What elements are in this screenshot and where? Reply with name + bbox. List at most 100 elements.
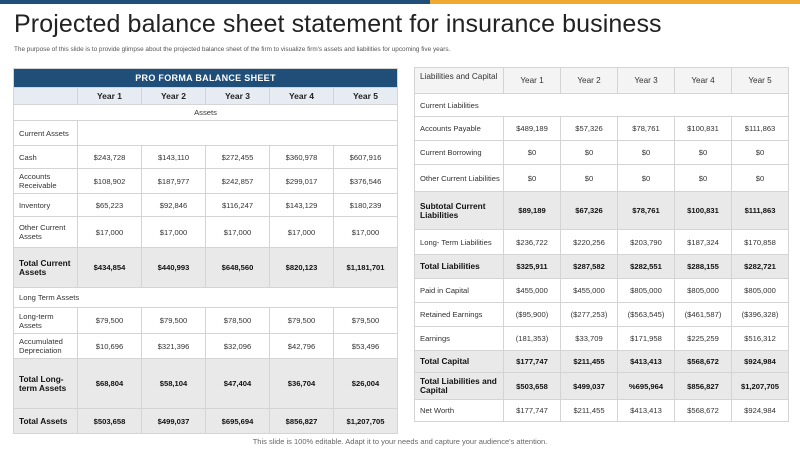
header-label-liabilities-and-capital: Liabilities and Capital xyxy=(414,67,504,94)
year-header: Year 2 xyxy=(141,87,206,105)
value-cell: $10,696 xyxy=(77,333,142,359)
section-row-assets: Assets xyxy=(12,104,399,121)
value-cell: $170,858 xyxy=(731,229,789,255)
value-cell: $242,857 xyxy=(205,168,270,194)
value-cell: $0 xyxy=(617,140,675,165)
value-cell: $321,396 xyxy=(141,333,206,359)
table-row: Paid in Capital $455,000 $455,000 $805,000 $… xyxy=(414,278,789,303)
total-row: Subtotal Current Liabilities $89,189 $67,3… xyxy=(414,191,789,230)
value-cell: $648,560 xyxy=(205,247,270,288)
value-cell: $47,404 xyxy=(205,358,270,409)
year-header: Year 3 xyxy=(205,87,270,105)
value-cell: $288,155 xyxy=(674,254,732,279)
value-cell: $1,207,705 xyxy=(731,372,789,400)
value-cell: $499,037 xyxy=(141,408,206,434)
value-cell: $79,500 xyxy=(332,307,399,334)
value-cell: $360,978 xyxy=(269,145,334,169)
value-cell: $568,672 xyxy=(674,350,732,373)
value-cell: $79,500 xyxy=(77,307,142,334)
year-header: Year 2 xyxy=(560,67,618,94)
value-cell: $17,000 xyxy=(269,216,334,248)
value-cell: $924,984 xyxy=(731,350,789,373)
table-row: Earnings (181,353) $33,709 $171,958 $225,259… xyxy=(414,326,789,351)
value-cell: $0 xyxy=(674,164,732,192)
value-cell: $503,658 xyxy=(503,372,561,400)
value-cell: $805,000 xyxy=(674,278,732,303)
value-cell: $116,247 xyxy=(205,193,270,217)
value-cell: $0 xyxy=(560,140,618,165)
footer-note: This slide is 100% editable. Adapt it to… xyxy=(252,437,548,446)
row-label: Accumulated Depreciation xyxy=(13,333,78,359)
table-row: Inventory $65,223 $92,846 $116,247 $143,… xyxy=(13,193,399,217)
row-label-current-assets: Current Assets xyxy=(13,120,78,146)
value-cell: $92,846 xyxy=(141,193,206,217)
page-title: Projected balance sheet statement for in… xyxy=(14,10,662,38)
pro-forma-balance-sheet-table: PRO FORMA BALANCE SHEET Year 1 Year 2 Ye… xyxy=(12,68,399,434)
row-label: Other Current Assets xyxy=(13,216,78,248)
value-cell: $924,984 xyxy=(731,399,789,422)
total-row: Total Current Assets $434,854 $440,993 $… xyxy=(13,247,399,288)
value-cell: $33,709 xyxy=(560,326,618,351)
value-cell: $499,037 xyxy=(560,372,618,400)
value-cell: $36,704 xyxy=(269,358,334,409)
row-label: Inventory xyxy=(13,193,78,217)
value-cell: $805,000 xyxy=(617,278,675,303)
year-header: Year 5 xyxy=(731,67,789,94)
value-cell: $0 xyxy=(503,164,561,192)
value-cell: $171,958 xyxy=(617,326,675,351)
value-cell: $225,259 xyxy=(674,326,732,351)
years-header-row: Year 1 Year 2 Year 3 Year 4 Year 5 xyxy=(13,87,399,105)
year-header: Year 1 xyxy=(77,87,142,105)
value-cell: $78,500 xyxy=(205,307,270,334)
value-cell: $236,722 xyxy=(503,229,561,255)
value-cell: $143,110 xyxy=(141,145,206,169)
value-cell: $455,000 xyxy=(560,278,618,303)
value-cell: $220,256 xyxy=(560,229,618,255)
value-cell: %695,964 xyxy=(617,372,675,400)
row-label: Other Current Liabilities xyxy=(414,164,504,192)
value-cell: $17,000 xyxy=(332,216,399,248)
table-row: Cash $243,728 $143,110 $272,455 $360,978… xyxy=(13,145,399,169)
table-header: PRO FORMA BALANCE SHEET xyxy=(12,68,399,88)
value-cell: $243,728 xyxy=(77,145,142,169)
value-cell: $32,096 xyxy=(205,333,270,359)
value-cell: $187,324 xyxy=(674,229,732,255)
value-cell: $42,796 xyxy=(269,333,334,359)
row-label: Total Liabilities xyxy=(414,254,504,279)
row-label: Net Worth xyxy=(414,399,504,422)
table-row: Retained Earnings ($95,900) ($277,253) ($56… xyxy=(414,302,789,327)
row-label: Accounts Receivable xyxy=(13,168,78,194)
value-cell: $0 xyxy=(503,140,561,165)
value-cell: $67,326 xyxy=(560,191,618,230)
value-cell: $413,413 xyxy=(617,350,675,373)
value-cell: $0 xyxy=(674,140,732,165)
value-cell: $516,312 xyxy=(731,326,789,351)
value-cell: $282,551 xyxy=(617,254,675,279)
row-label-total-current-assets: Total Current Assets xyxy=(13,247,78,288)
value-cell: $299,017 xyxy=(269,168,334,194)
value-cell: $325,911 xyxy=(503,254,561,279)
section-label-long-term-assets: Long Term Assets xyxy=(12,287,399,308)
year-header: Year 3 xyxy=(617,67,675,94)
value-cell: $100,831 xyxy=(674,191,732,230)
value-cell: $65,223 xyxy=(77,193,142,217)
table-row: Current Assets xyxy=(13,120,399,146)
year-header: Year 4 xyxy=(269,87,334,105)
value-cell: (181,353) xyxy=(503,326,561,351)
table-row: Current Borrowing $0 $0 $0 $0 $0 xyxy=(414,140,789,165)
value-cell: $177,747 xyxy=(503,350,561,373)
value-cell: $287,582 xyxy=(560,254,618,279)
total-row: Total Assets $503,658 $499,037 $695,694 … xyxy=(13,408,399,434)
value-cell: $820,123 xyxy=(269,247,334,288)
value-cell: $413,413 xyxy=(617,399,675,422)
value-cell: $78,761 xyxy=(617,191,675,230)
years-header-row: Liabilities and Capital Year 1 Year 2 Ye… xyxy=(414,67,789,94)
row-label: Total Liabilities and Capital xyxy=(414,372,504,400)
total-row: Total Liabilities and Capital $503,658 $49… xyxy=(414,372,789,400)
value-cell: $272,455 xyxy=(205,145,270,169)
value-cell: $211,455 xyxy=(560,399,618,422)
value-cell: $282,721 xyxy=(731,254,789,279)
year-header: Year 5 xyxy=(332,87,399,105)
value-cell: $856,827 xyxy=(674,372,732,400)
value-cell: $805,000 xyxy=(731,278,789,303)
